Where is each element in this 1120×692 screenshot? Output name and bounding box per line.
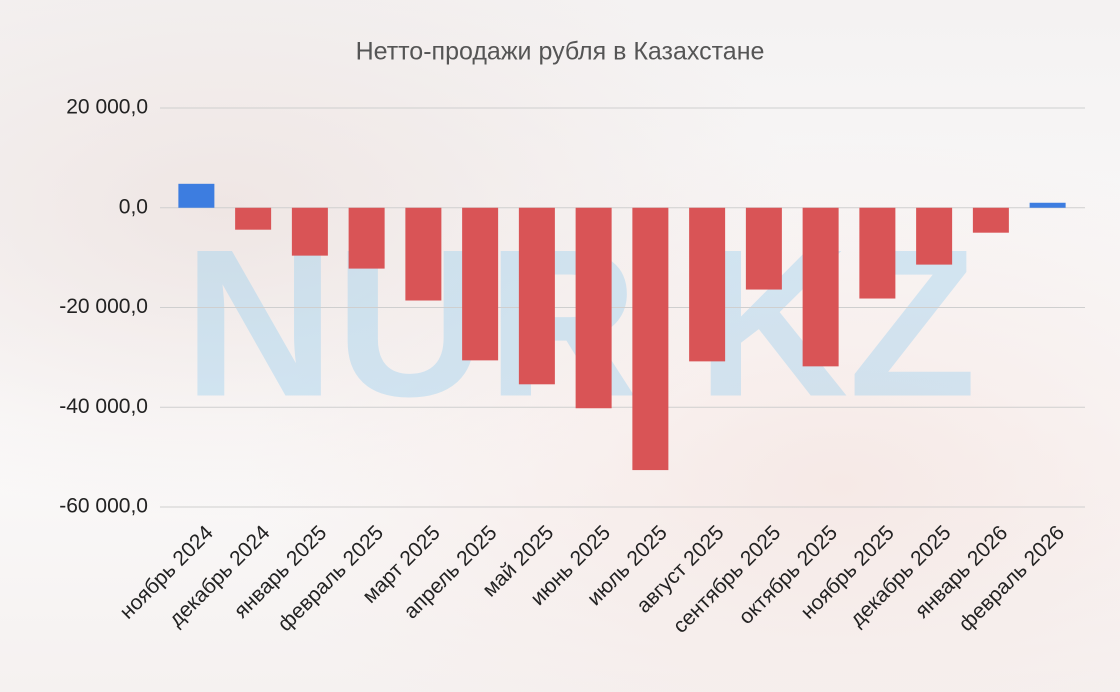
bar [575,207,612,409]
bar [405,207,442,301]
bar [1029,202,1066,208]
bar [745,207,782,290]
bar [462,207,499,361]
bar [802,207,839,367]
y-tick-label: 0,0 [119,195,148,218]
bar [916,207,953,265]
y-tick-label: -60 000,0 [59,495,148,518]
bar [972,207,1009,233]
bar [859,207,896,299]
bar [632,207,669,471]
bar [689,207,726,362]
x-tick-label: декабрь 2024 [165,521,275,631]
x-tick-label: декабрь 2025 [846,521,956,631]
chart-title: Нетто-продажи рубля в Казахстане [356,38,765,66]
bar [178,183,215,208]
y-tick-label: -20 000,0 [59,295,148,318]
bar [291,207,328,256]
y-tick-label: 20 000,0 [66,96,148,119]
bar [235,207,272,230]
bar [518,207,555,385]
x-tick-label: октябрь 2025 [734,521,842,629]
bar [348,207,385,269]
y-tick-label: -40 000,0 [59,395,148,418]
x-tick-label: февраль 2026 [954,521,1069,636]
